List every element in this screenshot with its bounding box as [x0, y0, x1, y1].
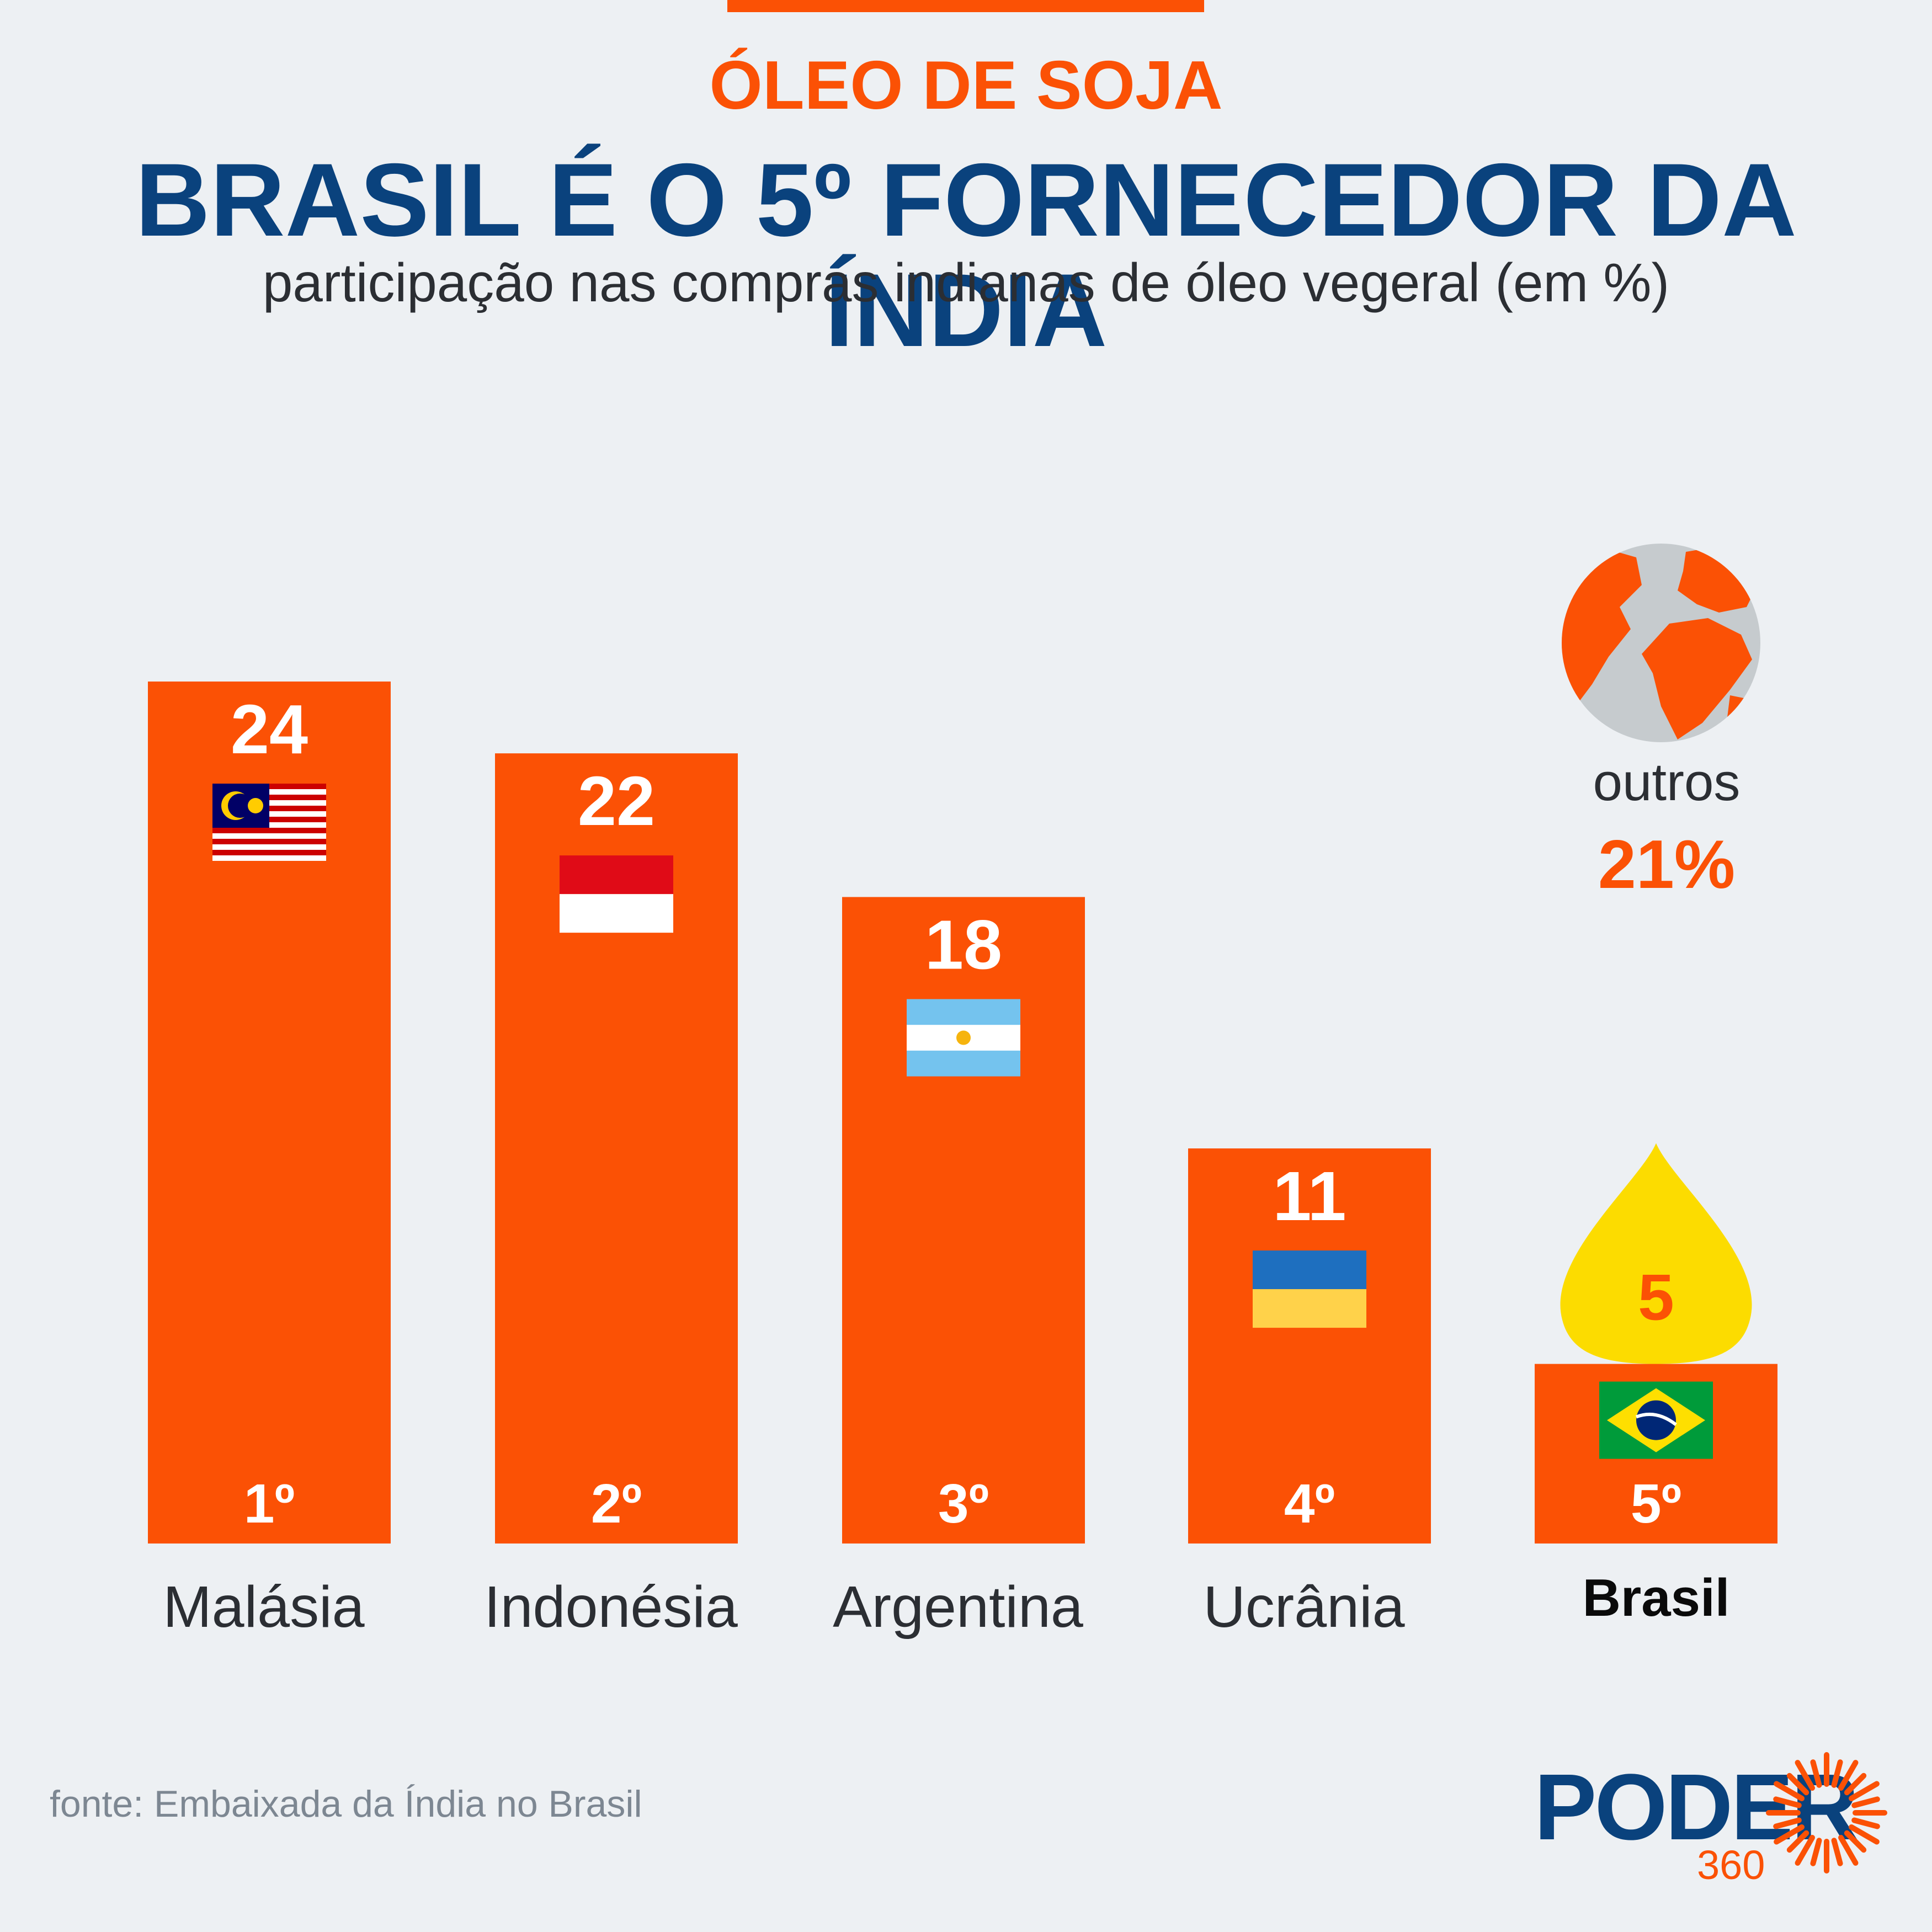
sunburst-ray	[1786, 1773, 1809, 1796]
sunburst-ray	[1831, 1759, 1843, 1788]
indonesia-flag-icon	[560, 855, 673, 933]
poder360-logo-number: 360	[1697, 1842, 1765, 1888]
source-note: fonte: Embaixada da Índia no Brasil	[50, 1783, 642, 1825]
value-label: 22	[578, 762, 655, 840]
sunburst-ray	[1773, 1817, 1802, 1829]
value-label: 24	[231, 690, 308, 768]
sunburst-ray	[1774, 1824, 1805, 1845]
bar-argentina	[842, 897, 1085, 1544]
sunburst-ray	[1849, 1781, 1880, 1801]
sunburst-ray	[1773, 1796, 1802, 1808]
value-label: 18	[925, 906, 1002, 984]
rank-label: 2º	[591, 1473, 642, 1535]
malaysia-flag-icon	[212, 784, 326, 861]
others-label: outros	[1593, 753, 1741, 812]
oil-drop-icon	[1560, 1143, 1752, 1364]
sunburst-ray	[1838, 1760, 1859, 1791]
sunburst-ray	[1844, 1830, 1867, 1853]
rank-label: 1º	[244, 1473, 295, 1535]
value-label: 5	[1638, 1262, 1674, 1334]
others-value: 21%	[1598, 827, 1736, 903]
page-title: BRASIL É O 5º FORNECEDOR DA ÍNDIA	[135, 142, 1797, 368]
sunburst-logo-icon	[1766, 1752, 1887, 1874]
top-accent-rule	[727, 0, 1204, 12]
kicker: ÓLEO DE SOJA	[709, 47, 1223, 124]
sunburst-ray	[1851, 1796, 1880, 1808]
brazil-flag-icon	[1599, 1381, 1713, 1459]
sunburst-ray	[1795, 1760, 1815, 1791]
rank-label: 3º	[938, 1473, 989, 1535]
category-label: Argentina	[833, 1574, 1083, 1640]
value-label: 11	[1273, 1157, 1346, 1235]
ukraine-flag-icon	[1253, 1250, 1366, 1328]
sunburst-ray	[1844, 1773, 1867, 1796]
bar-ucrânia	[1188, 1148, 1431, 1544]
rank-label: 5º	[1631, 1473, 1681, 1535]
sunburst-ray	[1849, 1824, 1880, 1845]
argentina-flag-icon	[907, 999, 1020, 1077]
sunburst-ray	[1810, 1838, 1822, 1866]
category-label: Indonésia	[484, 1574, 738, 1640]
sunburst-ray	[1786, 1830, 1809, 1853]
sunburst-ray	[1831, 1838, 1843, 1866]
category-label: Brasil	[1583, 1568, 1730, 1627]
sunburst-ray	[1851, 1817, 1880, 1829]
globe-icon	[1562, 544, 1760, 742]
rank-label: 4º	[1284, 1473, 1335, 1535]
category-label: Ucrânia	[1203, 1574, 1404, 1640]
sunburst-ray	[1838, 1835, 1859, 1866]
subtitle: participação nas compras indianas de óle…	[262, 252, 1670, 313]
category-label: Malásia	[163, 1574, 364, 1640]
sunburst-ray	[1774, 1781, 1805, 1801]
sunburst-ray	[1795, 1835, 1815, 1866]
sunburst-ray	[1810, 1759, 1822, 1788]
